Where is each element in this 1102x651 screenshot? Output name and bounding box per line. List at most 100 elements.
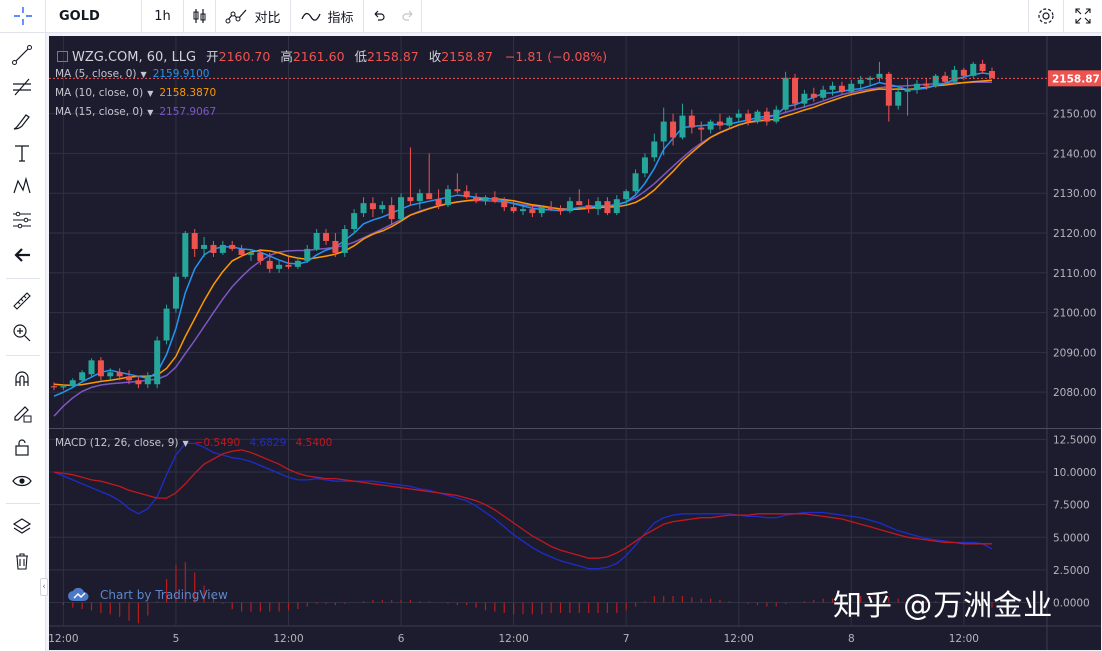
price-tick-label: 2100.00 [1053,308,1096,320]
candle-body [566,201,573,212]
ruler-tool[interactable] [7,287,37,315]
candle-body [951,69,958,82]
back-arrow-icon [14,248,30,262]
candle-body [876,73,883,78]
ma5-legend[interactable]: MA (5, close, 0) ▼ 2159.9100 [55,68,209,80]
macd-signal-value: 4.5400 [295,437,333,449]
fib-tool[interactable] [7,73,37,101]
collapse-toolbar-button[interactable]: ‹ [40,578,48,596]
chart-area[interactable]: 2150.00 2140.00 2130.00 2120.00 2110.00 2100.… [49,36,1101,650]
ma15-legend[interactable]: MA (15, close, 0) ▼ 2157.9067 [55,106,216,118]
measure-tool[interactable] [7,206,37,234]
candle-body [538,207,545,214]
lock-icon [15,439,29,456]
candle-body [548,207,555,210]
candle-body [257,252,264,261]
macd-legend[interactable]: MACD (12, 26, close, 9) ▼ −0.5490 4.6829 4… [55,437,332,449]
remove-drawings-tool[interactable] [7,547,37,575]
change-value: −1.81 (−0.08%) [504,49,608,64]
ma10-menu-icon[interactable]: ▼ [147,89,154,98]
ma5-menu-icon[interactable]: ▼ [140,70,147,79]
open-value: 2160.70 [218,49,271,64]
candle-body [801,93,808,104]
candle-body [229,244,236,249]
ma5-value: 2159.9100 [152,68,210,80]
redo-button[interactable] [394,0,422,32]
price-axis-area [1047,36,1101,650]
collapse-legend-icon[interactable] [57,51,68,62]
price-tick-label: 2080.00 [1053,387,1096,399]
candlestick-chart[interactable]: 2150.00 2140.00 2130.00 2120.00 2110.00 2100.… [49,36,1101,650]
visibility-tool[interactable] [7,467,37,495]
tradingview-logo[interactable]: Chart by TradingView [66,586,228,604]
candle-body [182,233,189,277]
macd-tick-label: 12.5000 [1053,434,1096,446]
candle-body [323,233,330,241]
undo-button[interactable] [364,0,394,32]
candle-body [454,189,461,192]
candle-body [510,207,517,212]
lock-drawing-tool[interactable] [7,399,37,427]
fullscreen-button[interactable] [1064,0,1102,32]
macd-menu-icon[interactable]: ▼ [182,439,189,448]
candle-body [444,189,451,206]
candle-body [838,85,845,92]
trend-line-tool[interactable] [7,41,37,69]
fullscreen-icon [1075,8,1091,24]
time-tick-label: 12:00 [498,633,528,645]
object-tree-tool[interactable] [7,513,37,541]
candle-body [651,141,658,158]
trend-line-icon [12,45,32,65]
macd-tick-label: 2.5000 [1053,565,1090,577]
interval-button[interactable]: 1h [142,0,184,32]
indicators-button[interactable]: 指标 [291,0,364,32]
text-tool[interactable] [7,139,37,167]
time-tick-label: 5 [173,633,180,645]
indicators-label: 指标 [327,10,354,26]
ma10-legend[interactable]: MA (10, close, 0) ▼ 2158.3870 [55,87,216,99]
candle-body [126,376,133,381]
chart-type-button[interactable] [184,0,216,32]
candle-body [623,191,630,200]
compare-label: 对比 [254,10,281,26]
candle-body [745,113,752,122]
candle-body [735,113,742,118]
high-value: 2161.60 [292,49,345,64]
candle-body [163,308,170,341]
compare-button[interactable]: 对比 [216,0,291,32]
candle-body [913,83,920,90]
candle-body [520,209,526,212]
candle-body [595,201,602,210]
candle-body [970,63,977,76]
tradingview-cloud-icon [68,587,89,601]
candle-body [960,69,967,76]
price-tick-label: 2110.00 [1053,268,1096,280]
measure-icon [13,211,31,229]
zoom-tool[interactable] [7,319,37,347]
time-tick-label: 7 [623,633,630,645]
candle-body [857,79,864,84]
magnet-tool[interactable] [7,365,37,393]
price-legend: WZG.COM, 60, LLG 开2160.70 高2161.60 低2158… [57,46,607,65]
candle-body [388,205,395,220]
candle-body [351,213,358,230]
candle-body [810,93,817,98]
candle-body [716,121,723,126]
hide-toolbar-tool[interactable] [7,241,37,269]
compare-icon [225,9,247,24]
ma15-menu-icon[interactable]: ▼ [147,108,154,117]
candle-body [116,372,123,377]
candle-body [69,380,76,387]
candle-body [641,157,648,174]
symbol-search[interactable]: GOLD [46,0,142,32]
candle-body [585,205,592,210]
last-price-label: 2158.87 [1052,73,1100,85]
lock-tool[interactable] [7,433,37,461]
pattern-tool[interactable] [7,172,37,200]
crosshair-button[interactable] [0,0,46,32]
brush-tool[interactable] [7,107,37,135]
price-tick-label: 2120.00 [1053,228,1096,240]
settings-button[interactable] [1028,0,1064,32]
candle-body [304,248,311,261]
price-tick-label: 2150.00 [1053,109,1096,121]
